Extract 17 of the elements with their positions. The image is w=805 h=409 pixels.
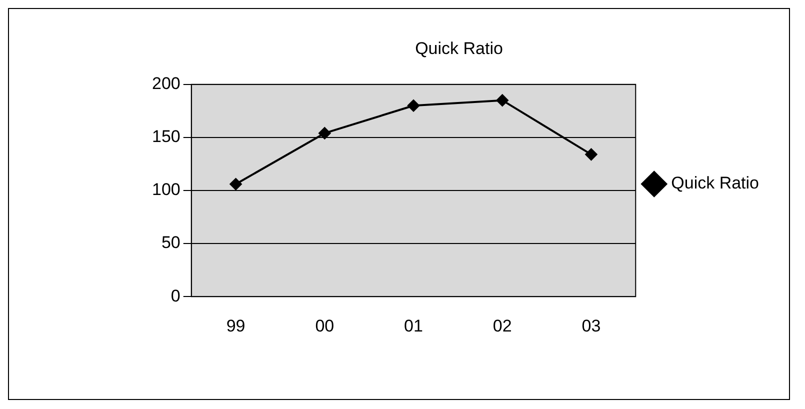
point xyxy=(318,127,331,140)
point xyxy=(585,148,598,160)
y-tick-label: 150 xyxy=(152,127,180,146)
x-tick-label: 01 xyxy=(404,316,423,336)
x-tick-label: 02 xyxy=(492,316,512,336)
x-tick-label: 99 xyxy=(226,316,246,336)
legend-label: Quick Ratio xyxy=(671,174,760,193)
x-tick-label: 00 xyxy=(315,316,334,336)
chart-title: Quick Ratio xyxy=(415,38,503,58)
y-tick-label: 50 xyxy=(161,233,180,252)
point xyxy=(408,100,420,112)
y-tick-label: 200 xyxy=(152,74,180,94)
x-tick-label: 03 xyxy=(582,316,601,336)
y-tick-label: 100 xyxy=(152,180,180,200)
point xyxy=(230,178,242,190)
point xyxy=(496,94,508,106)
y-tick-label: 0 xyxy=(170,286,180,306)
